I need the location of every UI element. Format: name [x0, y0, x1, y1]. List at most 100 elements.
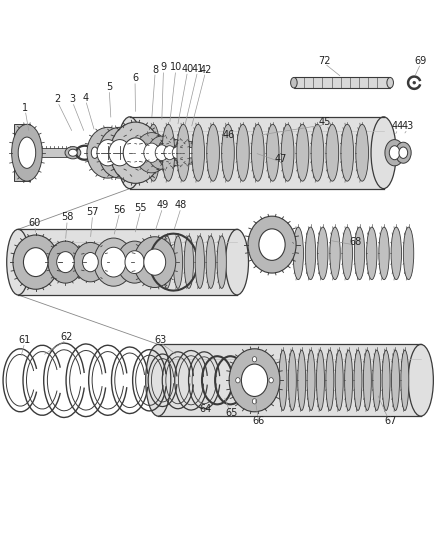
Text: 64: 64	[199, 403, 211, 414]
Ellipse shape	[325, 124, 338, 181]
Ellipse shape	[163, 146, 175, 160]
Ellipse shape	[395, 142, 410, 163]
Text: 6: 6	[132, 74, 138, 83]
Text: 61: 61	[18, 335, 31, 345]
Ellipse shape	[251, 124, 264, 181]
Text: 9: 9	[160, 62, 166, 72]
Text: 55: 55	[134, 203, 147, 213]
Ellipse shape	[378, 227, 389, 280]
Ellipse shape	[341, 227, 352, 280]
Text: 46: 46	[222, 130, 234, 140]
Text: 63: 63	[154, 335, 166, 345]
Ellipse shape	[266, 124, 279, 181]
Ellipse shape	[7, 229, 30, 295]
Ellipse shape	[252, 357, 256, 362]
Text: 72: 72	[318, 56, 330, 66]
Ellipse shape	[307, 350, 314, 410]
Ellipse shape	[166, 140, 188, 166]
Ellipse shape	[109, 140, 131, 166]
Ellipse shape	[216, 236, 226, 288]
Ellipse shape	[186, 148, 195, 158]
Ellipse shape	[12, 124, 42, 181]
Ellipse shape	[400, 350, 408, 410]
Ellipse shape	[68, 149, 77, 156]
Text: 43: 43	[401, 122, 413, 132]
Ellipse shape	[221, 124, 234, 181]
Bar	[130, 117, 383, 189]
Ellipse shape	[325, 350, 333, 410]
Text: 68: 68	[348, 237, 360, 247]
Ellipse shape	[389, 146, 399, 160]
Ellipse shape	[184, 236, 193, 288]
Ellipse shape	[147, 124, 159, 181]
Text: 60: 60	[28, 218, 41, 228]
Ellipse shape	[296, 124, 308, 181]
Ellipse shape	[293, 227, 303, 280]
Ellipse shape	[88, 141, 102, 164]
Ellipse shape	[195, 236, 204, 288]
Ellipse shape	[148, 136, 175, 169]
Ellipse shape	[290, 77, 297, 88]
Ellipse shape	[390, 227, 401, 280]
Ellipse shape	[403, 227, 413, 280]
Ellipse shape	[335, 350, 343, 410]
Ellipse shape	[297, 350, 305, 410]
Ellipse shape	[363, 350, 371, 410]
Text: 5: 5	[106, 82, 112, 92]
Ellipse shape	[344, 350, 352, 410]
Ellipse shape	[177, 124, 189, 181]
Ellipse shape	[235, 378, 240, 383]
Ellipse shape	[268, 378, 273, 383]
Ellipse shape	[132, 124, 145, 181]
Ellipse shape	[117, 117, 142, 189]
Ellipse shape	[316, 350, 324, 410]
Ellipse shape	[99, 127, 141, 178]
Ellipse shape	[278, 350, 286, 410]
Ellipse shape	[366, 227, 376, 280]
Text: 1: 1	[22, 103, 28, 112]
Ellipse shape	[97, 140, 119, 166]
Ellipse shape	[162, 236, 171, 288]
Ellipse shape	[311, 124, 323, 181]
Ellipse shape	[23, 248, 48, 277]
Ellipse shape	[353, 350, 361, 410]
Text: 49: 49	[156, 200, 168, 210]
Ellipse shape	[123, 138, 148, 167]
Ellipse shape	[247, 216, 295, 273]
Text: 4: 4	[82, 93, 88, 102]
Text: 44: 44	[391, 122, 403, 132]
Bar	[158, 344, 420, 416]
Text: 41: 41	[191, 64, 203, 74]
Ellipse shape	[172, 147, 182, 159]
Ellipse shape	[162, 124, 174, 181]
Ellipse shape	[355, 124, 367, 181]
Ellipse shape	[144, 249, 165, 275]
Ellipse shape	[370, 117, 395, 189]
Text: 10: 10	[169, 62, 181, 72]
Bar	[293, 77, 389, 88]
Ellipse shape	[281, 124, 293, 181]
Ellipse shape	[110, 122, 160, 183]
Ellipse shape	[134, 237, 175, 287]
Text: 42: 42	[199, 64, 211, 75]
Ellipse shape	[252, 399, 256, 404]
Ellipse shape	[236, 124, 249, 181]
Ellipse shape	[117, 241, 152, 283]
Text: 45: 45	[318, 117, 330, 127]
Ellipse shape	[205, 236, 215, 288]
Ellipse shape	[353, 227, 364, 280]
Ellipse shape	[288, 350, 296, 410]
Text: 62: 62	[60, 333, 72, 342]
Text: 3: 3	[69, 94, 75, 104]
Ellipse shape	[329, 227, 339, 280]
Ellipse shape	[145, 344, 170, 416]
Ellipse shape	[258, 229, 285, 261]
Text: 47: 47	[274, 154, 286, 164]
Ellipse shape	[13, 235, 58, 289]
Bar	[41, 148, 76, 157]
Ellipse shape	[74, 243, 107, 282]
Ellipse shape	[125, 251, 144, 273]
Ellipse shape	[144, 143, 159, 163]
Ellipse shape	[381, 350, 389, 410]
Ellipse shape	[407, 344, 432, 416]
